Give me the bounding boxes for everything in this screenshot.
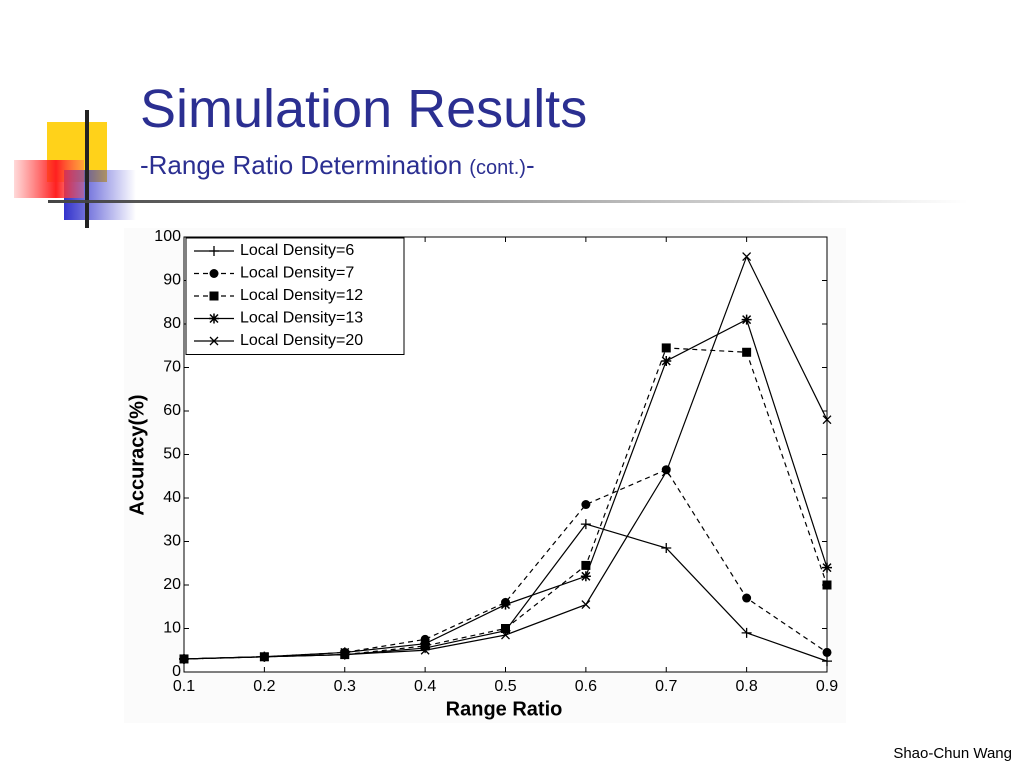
legend-marker bbox=[209, 313, 219, 324]
legend-marker bbox=[209, 336, 219, 346]
author: Shao-Chun Wang bbox=[893, 745, 1012, 762]
slide-title: Simulation Results bbox=[140, 79, 588, 139]
data-point bbox=[259, 652, 269, 662]
data-point bbox=[741, 314, 752, 325]
x-tick-label: 0.7 bbox=[655, 678, 677, 695]
subtitle-main: -Range Ratio Determination bbox=[140, 150, 463, 180]
data-point bbox=[501, 624, 510, 633]
y-tick-label: 10 bbox=[163, 620, 181, 637]
y-tick-label: 70 bbox=[163, 359, 181, 376]
data-point bbox=[742, 593, 752, 603]
vertical-line bbox=[85, 110, 89, 228]
data-point bbox=[741, 627, 752, 638]
y-tick-label: 20 bbox=[163, 576, 181, 593]
data-point bbox=[822, 647, 832, 657]
data-point bbox=[742, 347, 752, 357]
series-line bbox=[183, 347, 828, 660]
data-point bbox=[179, 654, 189, 664]
legend-label: Local Density=20 bbox=[240, 332, 363, 349]
x-tick-label: 0.3 bbox=[334, 678, 356, 695]
legend-label: Local Density=6 bbox=[240, 242, 354, 259]
subtitle-note: (cont.) bbox=[469, 157, 526, 179]
x-axis-label: Range Ratio bbox=[446, 698, 563, 720]
data-point bbox=[661, 355, 672, 366]
legend-marker bbox=[209, 269, 219, 278]
x-tick-label: 0.8 bbox=[736, 678, 758, 695]
y-tick-label: 0 bbox=[172, 663, 181, 680]
data-point bbox=[420, 638, 431, 649]
data-point bbox=[822, 580, 832, 590]
horizontal-line bbox=[48, 200, 968, 203]
y-tick-label: 90 bbox=[163, 272, 181, 289]
legend-label: Local Density=7 bbox=[240, 265, 354, 282]
data-point bbox=[581, 560, 591, 570]
x-tick-label: 0.9 bbox=[816, 678, 838, 695]
data-point bbox=[339, 647, 350, 658]
y-tick-label: 100 bbox=[154, 228, 181, 245]
y-tick-label: 30 bbox=[163, 533, 181, 550]
x-tick-label: 0.6 bbox=[575, 678, 597, 695]
data-point bbox=[822, 415, 832, 425]
data-point bbox=[501, 630, 510, 640]
y-tick-label: 40 bbox=[163, 489, 181, 506]
x-tick-label: 0.5 bbox=[494, 678, 516, 695]
x-tick-label: 0.4 bbox=[414, 678, 436, 695]
y-tick-label: 60 bbox=[163, 402, 181, 419]
data-point bbox=[420, 645, 430, 655]
data-point bbox=[822, 562, 832, 573]
red-square bbox=[14, 160, 84, 198]
legend-marker bbox=[209, 291, 219, 301]
data-point bbox=[580, 519, 591, 530]
data-point bbox=[581, 600, 591, 610]
slide-subtitle: -Range Ratio Determination (cont.)- bbox=[140, 150, 535, 181]
legend-marker bbox=[209, 246, 219, 256]
x-tick-label: 0.2 bbox=[253, 678, 275, 695]
data-point bbox=[340, 650, 350, 660]
data-point bbox=[742, 252, 752, 262]
y-axis-label: Accuracy(%) bbox=[126, 394, 148, 515]
legend-label: Local Density=13 bbox=[240, 310, 363, 327]
y-tick-label: 50 bbox=[163, 446, 181, 463]
subtitle-end: - bbox=[525, 150, 535, 180]
data-point bbox=[661, 543, 672, 554]
data-point bbox=[580, 571, 591, 582]
data-point bbox=[581, 500, 591, 510]
data-point bbox=[500, 599, 511, 610]
data-point bbox=[822, 656, 832, 667]
x-tick-label: 0.1 bbox=[173, 678, 195, 695]
data-point bbox=[661, 467, 671, 477]
y-tick-label: 80 bbox=[163, 315, 181, 332]
data-point bbox=[661, 343, 671, 353]
legend-label: Local Density=12 bbox=[240, 287, 363, 304]
